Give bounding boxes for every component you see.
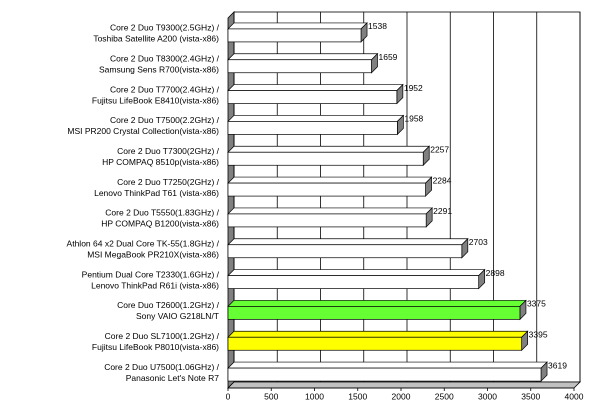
y-tick-label: Core 2 Duo U7500(1.06GHz) / [104, 362, 219, 372]
bar [227, 306, 521, 320]
x-tick-label: 0 [226, 391, 231, 401]
bar [227, 244, 463, 259]
y-tick-label: Sony VAIO G218LN/T [136, 311, 219, 321]
x-tick-label: 1000 [305, 391, 324, 401]
value-label: 2284 [433, 175, 452, 185]
value-label: 3619 [548, 360, 567, 370]
bar-top [227, 53, 379, 61]
x-tick-label: 2000 [392, 391, 411, 401]
y-tick-label: Samsung Sens R700(vista-x86) [99, 65, 219, 75]
y-tick-label: Core 2 Duo SL7100(1.2GHz) / [105, 331, 220, 341]
bar-top [227, 84, 404, 91]
y-tick-label: Panasonic Let's Note R7 [126, 373, 220, 383]
bar-top [227, 300, 527, 307]
value-label: 2703 [469, 237, 488, 247]
value-label: 1659 [379, 52, 398, 62]
y-tick-label: Core 2 Duo T7250(2GHz) / [117, 177, 220, 187]
x-tick-label: 4000 [565, 391, 584, 401]
x-tick-label: 500 [264, 391, 278, 401]
y-tick-label: Fujitsu LifeBook P8010(vista-x86) [92, 342, 219, 352]
y-tick-label: Toshiba Satellite A200 (vista-x86) [93, 34, 219, 44]
y-tick-label: Core 2 Duo T9300(2.5GHz) / [110, 23, 220, 33]
y-tick-label: HP COMPAQ 8510p(vista-x86) [102, 157, 219, 167]
bar [227, 121, 398, 135]
y-tick-label: HP COMPAQ B1200(vista-x86) [101, 219, 219, 229]
bar-top [227, 269, 486, 276]
y-tick-label: Core Duo T2600(1.2GHz) / [117, 300, 220, 310]
value-label: 2898 [486, 268, 505, 278]
value-label: 3395 [529, 330, 548, 340]
bar-top [227, 22, 368, 30]
bar [227, 59, 372, 74]
bar [227, 182, 426, 197]
value-label: 2291 [433, 206, 452, 216]
value-label: 3375 [527, 299, 546, 309]
y-tick-label: Core 2 Duo T7300(2GHz) / [117, 146, 220, 156]
value-label: 1538 [368, 21, 387, 31]
bar [227, 213, 427, 228]
value-label: 2257 [430, 145, 449, 155]
bar-top [227, 330, 529, 338]
bar-top [227, 207, 434, 215]
y-tick-label: MSI MegaBook PR210X(vista-x86) [87, 250, 219, 260]
y-tick-label: Lenovo ThinkPad T61 (vista-x86) [94, 188, 219, 198]
y-tick-label: Fujitsu LifeBook E8410(vista-x86) [92, 95, 219, 105]
y-tick-label: Core 2 Duo T5550(1.83GHz) / [105, 208, 219, 218]
value-label: 1952 [404, 83, 423, 93]
x-tick-label: 1500 [348, 391, 367, 401]
y-tick-label: Core 2 Duo T8300(2.4GHz) / [110, 54, 220, 64]
y-tick-label: MSI PR200 Crystal Collection(vista-x86) [67, 126, 219, 136]
bar-top [227, 238, 469, 246]
x-tick-label: 3000 [478, 391, 497, 401]
bar-top [227, 115, 405, 122]
bar [227, 275, 480, 289]
y-tick-label: Pentium Dual Core T2330(1.6GHz) / [82, 269, 220, 279]
bar-top [227, 176, 433, 184]
bar [227, 367, 542, 382]
bar [227, 336, 523, 351]
bar [227, 90, 398, 104]
bar-top [227, 361, 548, 369]
x-tick-label: 3500 [521, 391, 540, 401]
x-tick-label: 2500 [435, 391, 454, 401]
bar [227, 28, 362, 43]
y-tick-label: Core 2 Duo T7700(2.4GHz) / [110, 84, 220, 94]
value-label: 1958 [404, 114, 423, 124]
y-tick-label: Core 2 Duo T7500(2.2GHz) / [110, 115, 220, 125]
y-tick-label: Athlon 64 x2 Dual Core TK-55(1.8GHz) / [67, 239, 220, 249]
y-tick-label: Lenovo ThinkPad R61i (vista-x86) [91, 280, 219, 290]
floor [227, 381, 581, 389]
bar-top [227, 145, 431, 153]
bar [227, 151, 424, 166]
